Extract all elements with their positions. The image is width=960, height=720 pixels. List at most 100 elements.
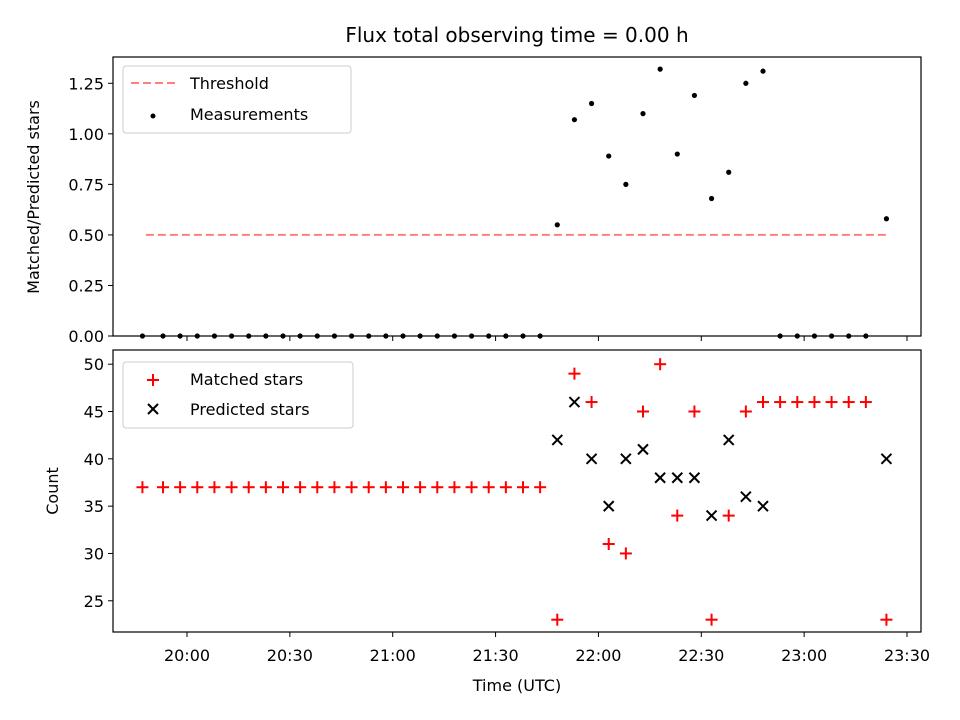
bottom-x-tick-label: 22:00 [575, 646, 621, 665]
measurement-point [640, 111, 646, 117]
measurement-point [760, 68, 766, 74]
measurement-point [228, 333, 235, 339]
measurement-point [400, 333, 406, 339]
measurement-point [777, 333, 783, 339]
measurement-point [520, 333, 526, 339]
matched-star-marker [191, 481, 204, 494]
matched-star-marker [414, 481, 427, 494]
measurement-point [883, 216, 890, 222]
bottom-x-axis: 20:00 20:30 21:00 21:30 22:00 22:30 23:00 23:30 [164, 632, 930, 665]
measurement-point [451, 333, 458, 339]
bottom-y-tick-label: 45 [84, 403, 104, 422]
bottom-legend: Matched stars Predicted stars [122, 361, 354, 429]
matched-star-marker [517, 481, 529, 494]
measurement-point [623, 181, 629, 187]
measurement-point [588, 100, 595, 107]
measurement-point [863, 333, 869, 339]
matched-star-marker [774, 396, 787, 409]
bottom-y-axis-label: Count [43, 467, 62, 515]
top-chart-title: Flux total observing time = 0.00 h [345, 23, 688, 47]
matched-star-marker [157, 481, 169, 494]
legend-measurements-label: Measurements [190, 105, 308, 124]
bottom-series-group [136, 358, 893, 626]
bottom-y-tick-label: 40 [84, 450, 104, 469]
bottom-x-tick-label: 22:30 [678, 646, 724, 665]
measurement-point [468, 333, 475, 339]
matched-star-marker [499, 481, 512, 494]
measurement-point [846, 333, 852, 339]
top-y-tick-label: 0.50 [68, 226, 104, 245]
measurement-point [811, 333, 818, 339]
legend-measurements-swatch [150, 113, 156, 119]
predicted-star-marker [603, 500, 615, 512]
top-legend-box [122, 65, 352, 134]
bottom-x-axis-label: Time (UTC) [472, 676, 561, 695]
bottom-x-tick-label: 23:00 [781, 646, 827, 665]
predicted-star-marker [757, 500, 769, 512]
matched-star-marker [362, 481, 375, 494]
bottom-x-tick-label: 23:30 [884, 646, 930, 665]
legend-predicted-swatch [147, 403, 159, 415]
predicted-star-marker [723, 434, 735, 446]
matched-star-marker [534, 481, 547, 494]
predicted-star-marker [740, 490, 752, 503]
bottom-y-axis: 25 30 35 40 45 50 [84, 355, 113, 611]
measurement-point [674, 151, 680, 157]
matched-star-marker [671, 509, 684, 522]
matched-star-marker [431, 481, 444, 494]
matched-star-marker [311, 481, 324, 494]
measurement-point [297, 333, 303, 339]
matched-star-marker [654, 358, 667, 371]
measurement-point [828, 333, 835, 339]
measurement-point [160, 333, 166, 339]
matched-star-marker [174, 481, 187, 494]
measurement-point [417, 333, 423, 339]
legend-matched-label: Matched stars [190, 370, 303, 389]
matched-star-marker [791, 396, 804, 409]
bottom-x-tick-label: 21:00 [370, 646, 416, 665]
measurement-point [383, 333, 389, 339]
measurement-point [211, 333, 218, 339]
bottom-y-tick-label: 50 [84, 355, 104, 374]
measurement-point [503, 333, 509, 339]
legend-threshold-label: Threshold [189, 74, 269, 93]
predicted-star-marker [551, 434, 563, 446]
measurement-point [280, 333, 286, 339]
bottom-y-tick-label: 30 [84, 544, 104, 563]
top-plot-area [112, 56, 922, 337]
matched-star-marker [739, 405, 752, 418]
predicted-star-marker [637, 443, 649, 456]
bottom-y-tick-label: 25 [84, 592, 104, 611]
measurement-point [554, 222, 560, 228]
matched-star-marker [208, 481, 221, 494]
measurement-point [657, 66, 663, 72]
measurement-point [486, 333, 492, 339]
predicted-star-marker [568, 396, 581, 408]
matched-star-marker [825, 396, 838, 409]
matched-star-marker [259, 481, 272, 494]
matched-star-marker [637, 405, 649, 418]
matched-star-marker [688, 405, 701, 418]
top-x-axis [186, 336, 908, 341]
measurement-point [606, 153, 612, 159]
measurement-point [726, 169, 732, 175]
matched-star-marker [808, 396, 821, 409]
matched-star-marker [465, 481, 478, 494]
matched-star-marker [294, 481, 307, 494]
predicted-star-marker [585, 453, 598, 465]
top-y-tick-label: 0.00 [68, 327, 104, 346]
matched-star-marker [345, 481, 358, 494]
top-y-axis: 0.00 0.25 0.50 0.75 1.00 1.25 [68, 74, 113, 346]
measurement-point [434, 333, 440, 339]
top-y-tick-label: 1.25 [68, 74, 104, 93]
measurement-point [366, 333, 372, 339]
top-y-tick-label: 0.25 [68, 276, 104, 295]
measurement-point [743, 80, 749, 86]
predicted-star-marker [671, 472, 683, 484]
measurement-point [314, 333, 320, 339]
top-legend: Threshold Measurements [122, 65, 352, 134]
matched-star-marker [705, 613, 718, 626]
bottom-y-tick-label: 35 [84, 497, 104, 516]
matched-star-marker [136, 481, 149, 494]
measurement-point [537, 333, 543, 339]
